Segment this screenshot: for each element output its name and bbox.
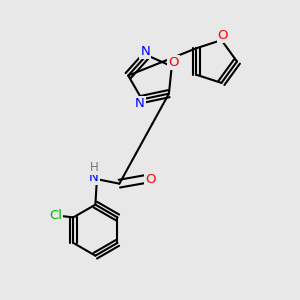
Text: O: O (218, 29, 228, 42)
Text: O: O (168, 56, 178, 69)
Text: N: N (135, 97, 145, 110)
Text: Cl: Cl (49, 209, 62, 222)
Text: H: H (89, 161, 98, 174)
Text: N: N (140, 45, 150, 58)
Text: O: O (145, 173, 155, 186)
Text: N: N (89, 171, 99, 184)
